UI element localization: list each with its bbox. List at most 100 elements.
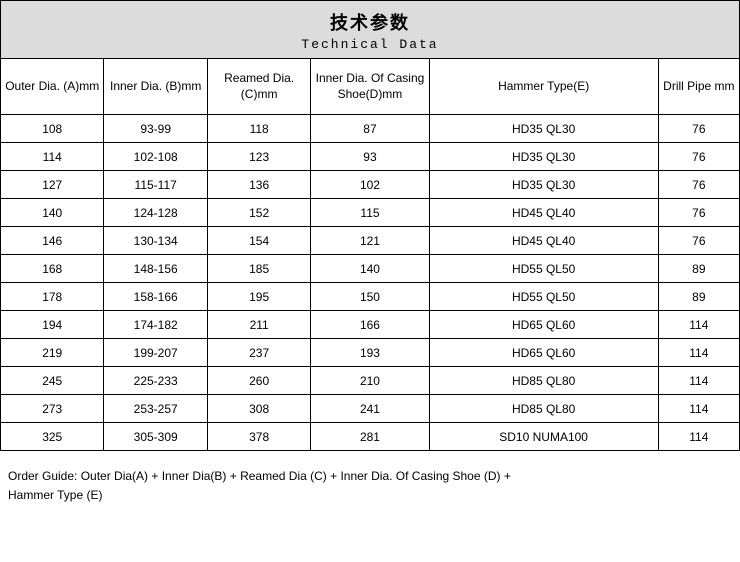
table-cell: 76 xyxy=(658,171,739,199)
table-cell: 114 xyxy=(658,367,739,395)
table-cell: 115-117 xyxy=(104,171,207,199)
table-cell: 114 xyxy=(658,395,739,423)
table-cell: HD85 QL80 xyxy=(429,367,658,395)
table-cell: 195 xyxy=(207,283,310,311)
table-cell: 225-233 xyxy=(104,367,207,395)
table-row: 245225-233260210HD85 QL80114 xyxy=(1,367,740,395)
table-cell: HD55 QL50 xyxy=(429,283,658,311)
table-cell: 253-257 xyxy=(104,395,207,423)
table-cell: 325 xyxy=(1,423,104,451)
table-cell: 305-309 xyxy=(104,423,207,451)
order-guide: Order Guide: Outer Dia(A) + Inner Dia(B)… xyxy=(0,451,740,513)
table-cell: 76 xyxy=(658,199,739,227)
table-cell: 123 xyxy=(207,143,310,171)
table-cell: 140 xyxy=(1,199,104,227)
table-cell: 115 xyxy=(311,199,429,227)
table-cell: 114 xyxy=(1,143,104,171)
table-cell: 114 xyxy=(658,311,739,339)
table-cell: 154 xyxy=(207,227,310,255)
table-cell: 114 xyxy=(658,423,739,451)
table-cell: 152 xyxy=(207,199,310,227)
footer-line: Hammer Type (E) xyxy=(8,486,732,505)
table-cell: 166 xyxy=(311,311,429,339)
table-cell: 168 xyxy=(1,255,104,283)
data-table: Outer Dia. (A)mm Inner Dia. (B)mm Reamed… xyxy=(0,58,740,451)
col-header: Reamed Dia. (C)mm xyxy=(207,59,310,115)
table-row: 146130-134154121HD45 QL4076 xyxy=(1,227,740,255)
table-row: 194174-182211166HD65 QL60114 xyxy=(1,311,740,339)
table-cell: 174-182 xyxy=(104,311,207,339)
table-cell: HD65 QL60 xyxy=(429,311,658,339)
footer-line: Order Guide: Outer Dia(A) + Inner Dia(B)… xyxy=(8,467,732,486)
table-row: 273253-257308241HD85 QL80114 xyxy=(1,395,740,423)
table-cell: 93 xyxy=(311,143,429,171)
table-row: 178158-166195150HD55 QL5089 xyxy=(1,283,740,311)
table-cell: 76 xyxy=(658,115,739,143)
table-header: 技术参数 Technical Data xyxy=(0,0,740,58)
table-cell: 199-207 xyxy=(104,339,207,367)
table-row: 127115-117136102HD35 QL3076 xyxy=(1,171,740,199)
table-cell: 178 xyxy=(1,283,104,311)
table-cell: HD45 QL40 xyxy=(429,227,658,255)
table-cell: 76 xyxy=(658,143,739,171)
table-cell: 140 xyxy=(311,255,429,283)
table-cell: 185 xyxy=(207,255,310,283)
table-row: 168148-156185140HD55 QL5089 xyxy=(1,255,740,283)
table-cell: 121 xyxy=(311,227,429,255)
table-cell: HD35 QL30 xyxy=(429,143,658,171)
table-row: 10893-9911887HD35 QL3076 xyxy=(1,115,740,143)
table-cell: 124-128 xyxy=(104,199,207,227)
table-cell: SD10 NUMA100 xyxy=(429,423,658,451)
table-cell: 108 xyxy=(1,115,104,143)
table-cell: 127 xyxy=(1,171,104,199)
table-cell: 260 xyxy=(207,367,310,395)
col-header: Outer Dia. (A)mm xyxy=(1,59,104,115)
table-cell: 219 xyxy=(1,339,104,367)
table-cell: 89 xyxy=(658,255,739,283)
table-cell: 241 xyxy=(311,395,429,423)
table-cell: 237 xyxy=(207,339,310,367)
table-row: 114102-10812393HD35 QL3076 xyxy=(1,143,740,171)
table-cell: 118 xyxy=(207,115,310,143)
table-cell: 102 xyxy=(311,171,429,199)
table-body: 10893-9911887HD35 QL3076114102-10812393H… xyxy=(1,115,740,451)
header-row: Outer Dia. (A)mm Inner Dia. (B)mm Reamed… xyxy=(1,59,740,115)
table-cell: 148-156 xyxy=(104,255,207,283)
col-header: Inner Dia. (B)mm xyxy=(104,59,207,115)
table-cell: HD35 QL30 xyxy=(429,171,658,199)
table-cell: 193 xyxy=(311,339,429,367)
title-chinese: 技术参数 xyxy=(1,9,739,35)
table-row: 219199-207237193HD65 QL60114 xyxy=(1,339,740,367)
table-cell: 102-108 xyxy=(104,143,207,171)
table-cell: HD85 QL80 xyxy=(429,395,658,423)
table-cell: 89 xyxy=(658,283,739,311)
col-header: Hammer Type(E) xyxy=(429,59,658,115)
table-cell: 158-166 xyxy=(104,283,207,311)
col-header: Inner Dia. Of Casing Shoe(D)mm xyxy=(311,59,429,115)
table-cell: 93-99 xyxy=(104,115,207,143)
table-cell: 211 xyxy=(207,311,310,339)
table-cell: HD55 QL50 xyxy=(429,255,658,283)
table-cell: HD45 QL40 xyxy=(429,199,658,227)
table-row: 325305-309378281SD10 NUMA100114 xyxy=(1,423,740,451)
table-cell: HD35 QL30 xyxy=(429,115,658,143)
table-cell: 245 xyxy=(1,367,104,395)
table-cell: 281 xyxy=(311,423,429,451)
table-cell: 146 xyxy=(1,227,104,255)
col-header: Drill Pipe mm xyxy=(658,59,739,115)
table-cell: 210 xyxy=(311,367,429,395)
table-cell: 87 xyxy=(311,115,429,143)
table-cell: 273 xyxy=(1,395,104,423)
table-cell: 378 xyxy=(207,423,310,451)
table-cell: HD65 QL60 xyxy=(429,339,658,367)
table-cell: 114 xyxy=(658,339,739,367)
table-cell: 150 xyxy=(311,283,429,311)
table-cell: 130-134 xyxy=(104,227,207,255)
table-cell: 76 xyxy=(658,227,739,255)
title-english: Technical Data xyxy=(1,37,739,52)
table-row: 140124-128152115HD45 QL4076 xyxy=(1,199,740,227)
technical-data-container: 技术参数 Technical Data Outer Dia. (A)mm Inn… xyxy=(0,0,740,513)
table-cell: 136 xyxy=(207,171,310,199)
table-cell: 308 xyxy=(207,395,310,423)
table-cell: 194 xyxy=(1,311,104,339)
